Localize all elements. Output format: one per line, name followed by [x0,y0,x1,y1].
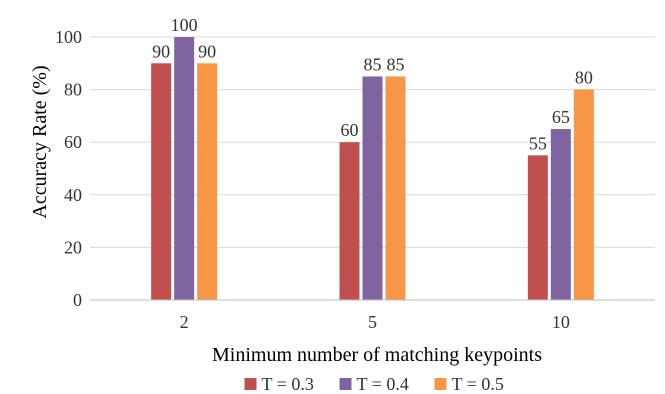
data-label: 90 [152,41,170,61]
y-tick-label: 100 [55,27,82,47]
legend-label: T = 0.3 [262,374,314,394]
y-tick-labels: 0 20 40 60 80 100 [55,27,82,310]
legend: T = 0.3 T = 0.4 T = 0.5 [244,374,504,394]
y-tick-label: 40 [64,185,82,205]
x-tick-labels: 2 5 10 [180,312,570,332]
bar [385,76,406,300]
data-label: 60 [341,120,359,140]
bars [151,37,594,300]
data-label: 90 [198,41,216,61]
y-tick-label: 60 [64,132,82,152]
bar [339,142,360,300]
bar [197,63,218,300]
legend-swatch [434,378,447,390]
x-tick-label: 2 [180,312,189,332]
x-axis-title: Minimum number of matching keypoints [212,344,542,366]
bar [362,76,383,300]
y-tick-label: 80 [64,80,82,100]
bar [174,37,195,300]
y-tick-label: 0 [73,290,82,310]
bar [573,89,594,300]
legend-label: T = 0.5 [452,374,504,394]
legend-swatch [339,378,352,390]
y-axis-title: Accuracy Rate (%) [29,65,51,218]
data-label: 65 [552,107,570,127]
bar [527,155,548,300]
x-tick-label: 10 [552,312,570,332]
y-tick-label: 20 [64,237,82,257]
bar [550,129,571,300]
data-label: 100 [171,15,198,35]
legend-label: T = 0.4 [357,374,409,394]
legend-swatch [244,378,257,390]
bar [151,63,172,300]
x-tick-label: 5 [368,312,377,332]
data-label: 80 [575,68,593,88]
data-label: 85 [364,54,382,74]
data-label: 85 [387,54,405,74]
data-label: 55 [529,133,547,153]
